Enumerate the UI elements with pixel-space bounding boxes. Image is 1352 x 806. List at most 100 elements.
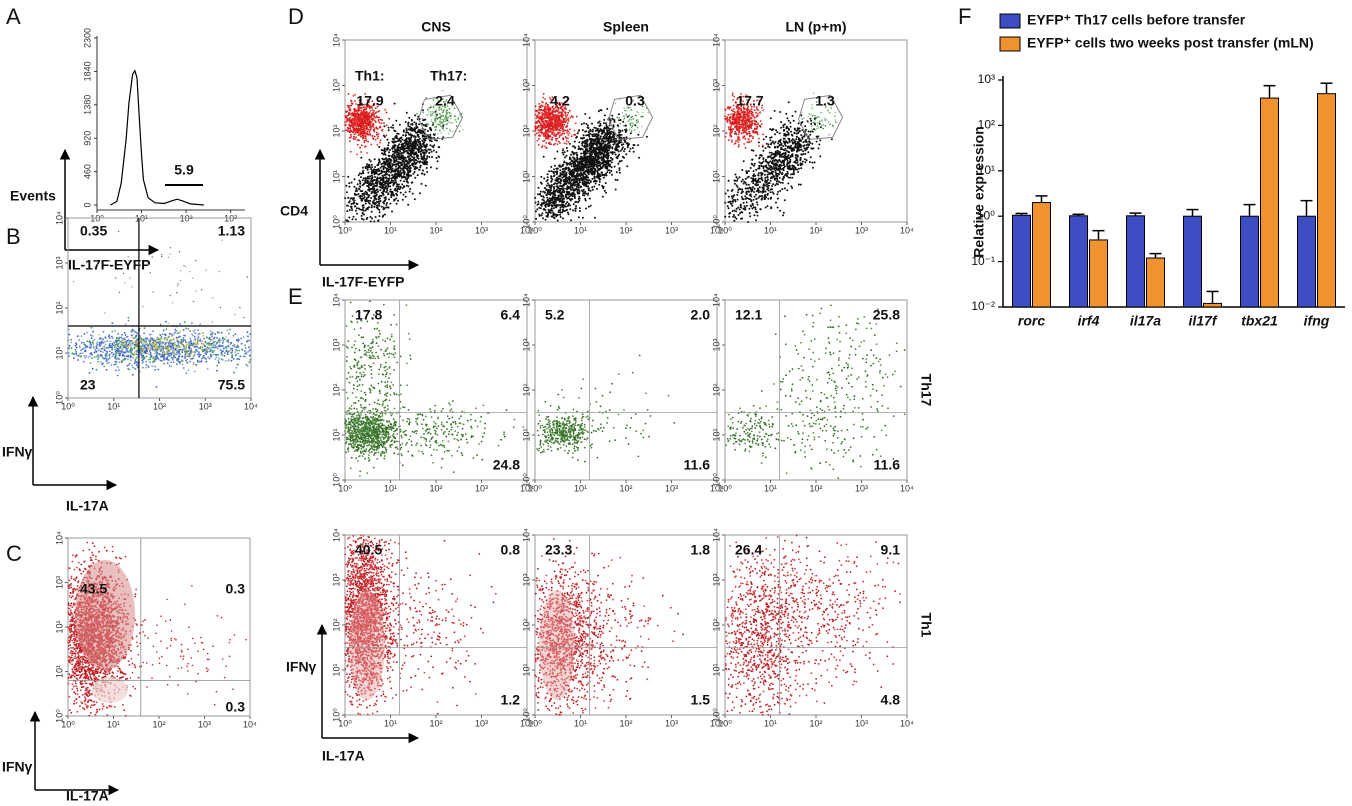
event-dot <box>391 155 393 158</box>
event-dot <box>208 357 211 360</box>
event-dot <box>76 585 79 587</box>
event-dot <box>136 362 138 364</box>
event-dot <box>97 670 99 673</box>
event-dot <box>78 677 81 679</box>
event-dot <box>232 334 235 337</box>
event-dot <box>222 347 225 350</box>
event-dot <box>115 369 117 372</box>
event-dot <box>136 332 139 335</box>
event-dot <box>148 339 150 341</box>
event-dot <box>169 675 171 678</box>
event-dot <box>83 347 85 350</box>
event-dot <box>359 208 362 211</box>
event-dot <box>407 156 409 159</box>
event-dot <box>375 206 378 209</box>
event-dot <box>146 350 149 352</box>
event-dot <box>235 367 238 369</box>
event-dot <box>119 340 122 343</box>
event-dot <box>91 367 94 370</box>
x-tick-label: 10³ <box>198 719 211 729</box>
event-dot <box>169 644 172 647</box>
event-dot <box>165 345 168 348</box>
event-dot <box>206 670 208 673</box>
event-dot <box>151 365 154 367</box>
event-dot <box>197 672 199 675</box>
event-dot <box>80 669 83 672</box>
event-dot <box>132 685 134 688</box>
event-dot <box>373 199 375 202</box>
event-dot <box>218 361 220 364</box>
density-core <box>92 677 128 703</box>
event-dot <box>130 339 133 342</box>
event-dot <box>90 559 92 561</box>
event-dot <box>229 328 231 331</box>
event-dot <box>176 291 178 294</box>
event-dot <box>366 168 369 171</box>
event-dot <box>216 347 219 350</box>
event-dot <box>109 260 111 262</box>
event-dot <box>221 350 224 353</box>
event-dot <box>101 703 104 705</box>
event-dot <box>134 666 137 669</box>
event-dot <box>244 347 247 349</box>
event-dot <box>67 602 70 605</box>
event-dot <box>359 197 362 200</box>
event-dot <box>206 652 209 655</box>
event-dot <box>111 545 114 548</box>
event-dot <box>75 663 78 665</box>
event-dot <box>92 554 94 556</box>
event-dot <box>374 176 376 178</box>
event-dot <box>211 338 214 341</box>
event-dot <box>176 359 178 362</box>
event-dot <box>360 217 363 220</box>
event-dot <box>371 166 373 169</box>
event-dot <box>163 338 166 340</box>
event-dot <box>391 146 394 149</box>
event-dot <box>407 128 410 131</box>
event-dot <box>179 360 182 363</box>
event-dot <box>100 348 103 350</box>
event-dot <box>160 640 162 642</box>
event-dot <box>82 667 85 670</box>
event-dot <box>116 675 119 678</box>
event-dot <box>387 170 390 173</box>
event-dot <box>175 346 178 348</box>
event-dot <box>116 344 119 346</box>
event-dot <box>75 702 78 704</box>
event-dot <box>108 672 111 675</box>
event-dot <box>69 604 72 607</box>
event-dot <box>93 356 96 358</box>
event-dot <box>106 714 109 716</box>
event-dot <box>70 577 73 580</box>
event-dot <box>367 206 370 209</box>
event-dot <box>98 708 101 711</box>
event-dot <box>206 658 209 661</box>
event-dot <box>95 711 98 714</box>
event-dot <box>106 362 108 365</box>
event-dot <box>245 638 247 641</box>
event-dot <box>68 587 71 589</box>
event-dot <box>413 171 416 173</box>
event-dot <box>359 182 362 185</box>
event-dot <box>71 639 74 642</box>
y-tick-label: 10¹ <box>54 346 64 359</box>
event-dot <box>211 321 214 323</box>
event-dot <box>392 124 394 127</box>
event-dot <box>194 642 196 645</box>
event-dot <box>164 334 167 337</box>
event-dot <box>96 344 99 346</box>
event-dot <box>221 239 223 241</box>
event-dot <box>86 675 89 678</box>
event-dot <box>157 368 160 371</box>
event-dot <box>206 349 208 352</box>
event-dot <box>118 361 121 363</box>
event-dot <box>109 340 112 342</box>
event-dot <box>403 148 406 151</box>
event-dot <box>186 361 189 364</box>
event-dot <box>214 346 217 349</box>
event-dot <box>238 349 241 352</box>
event-dot <box>231 355 234 358</box>
event-dot <box>155 386 158 388</box>
event-dot <box>145 339 148 342</box>
panel-letter: A <box>6 4 21 29</box>
